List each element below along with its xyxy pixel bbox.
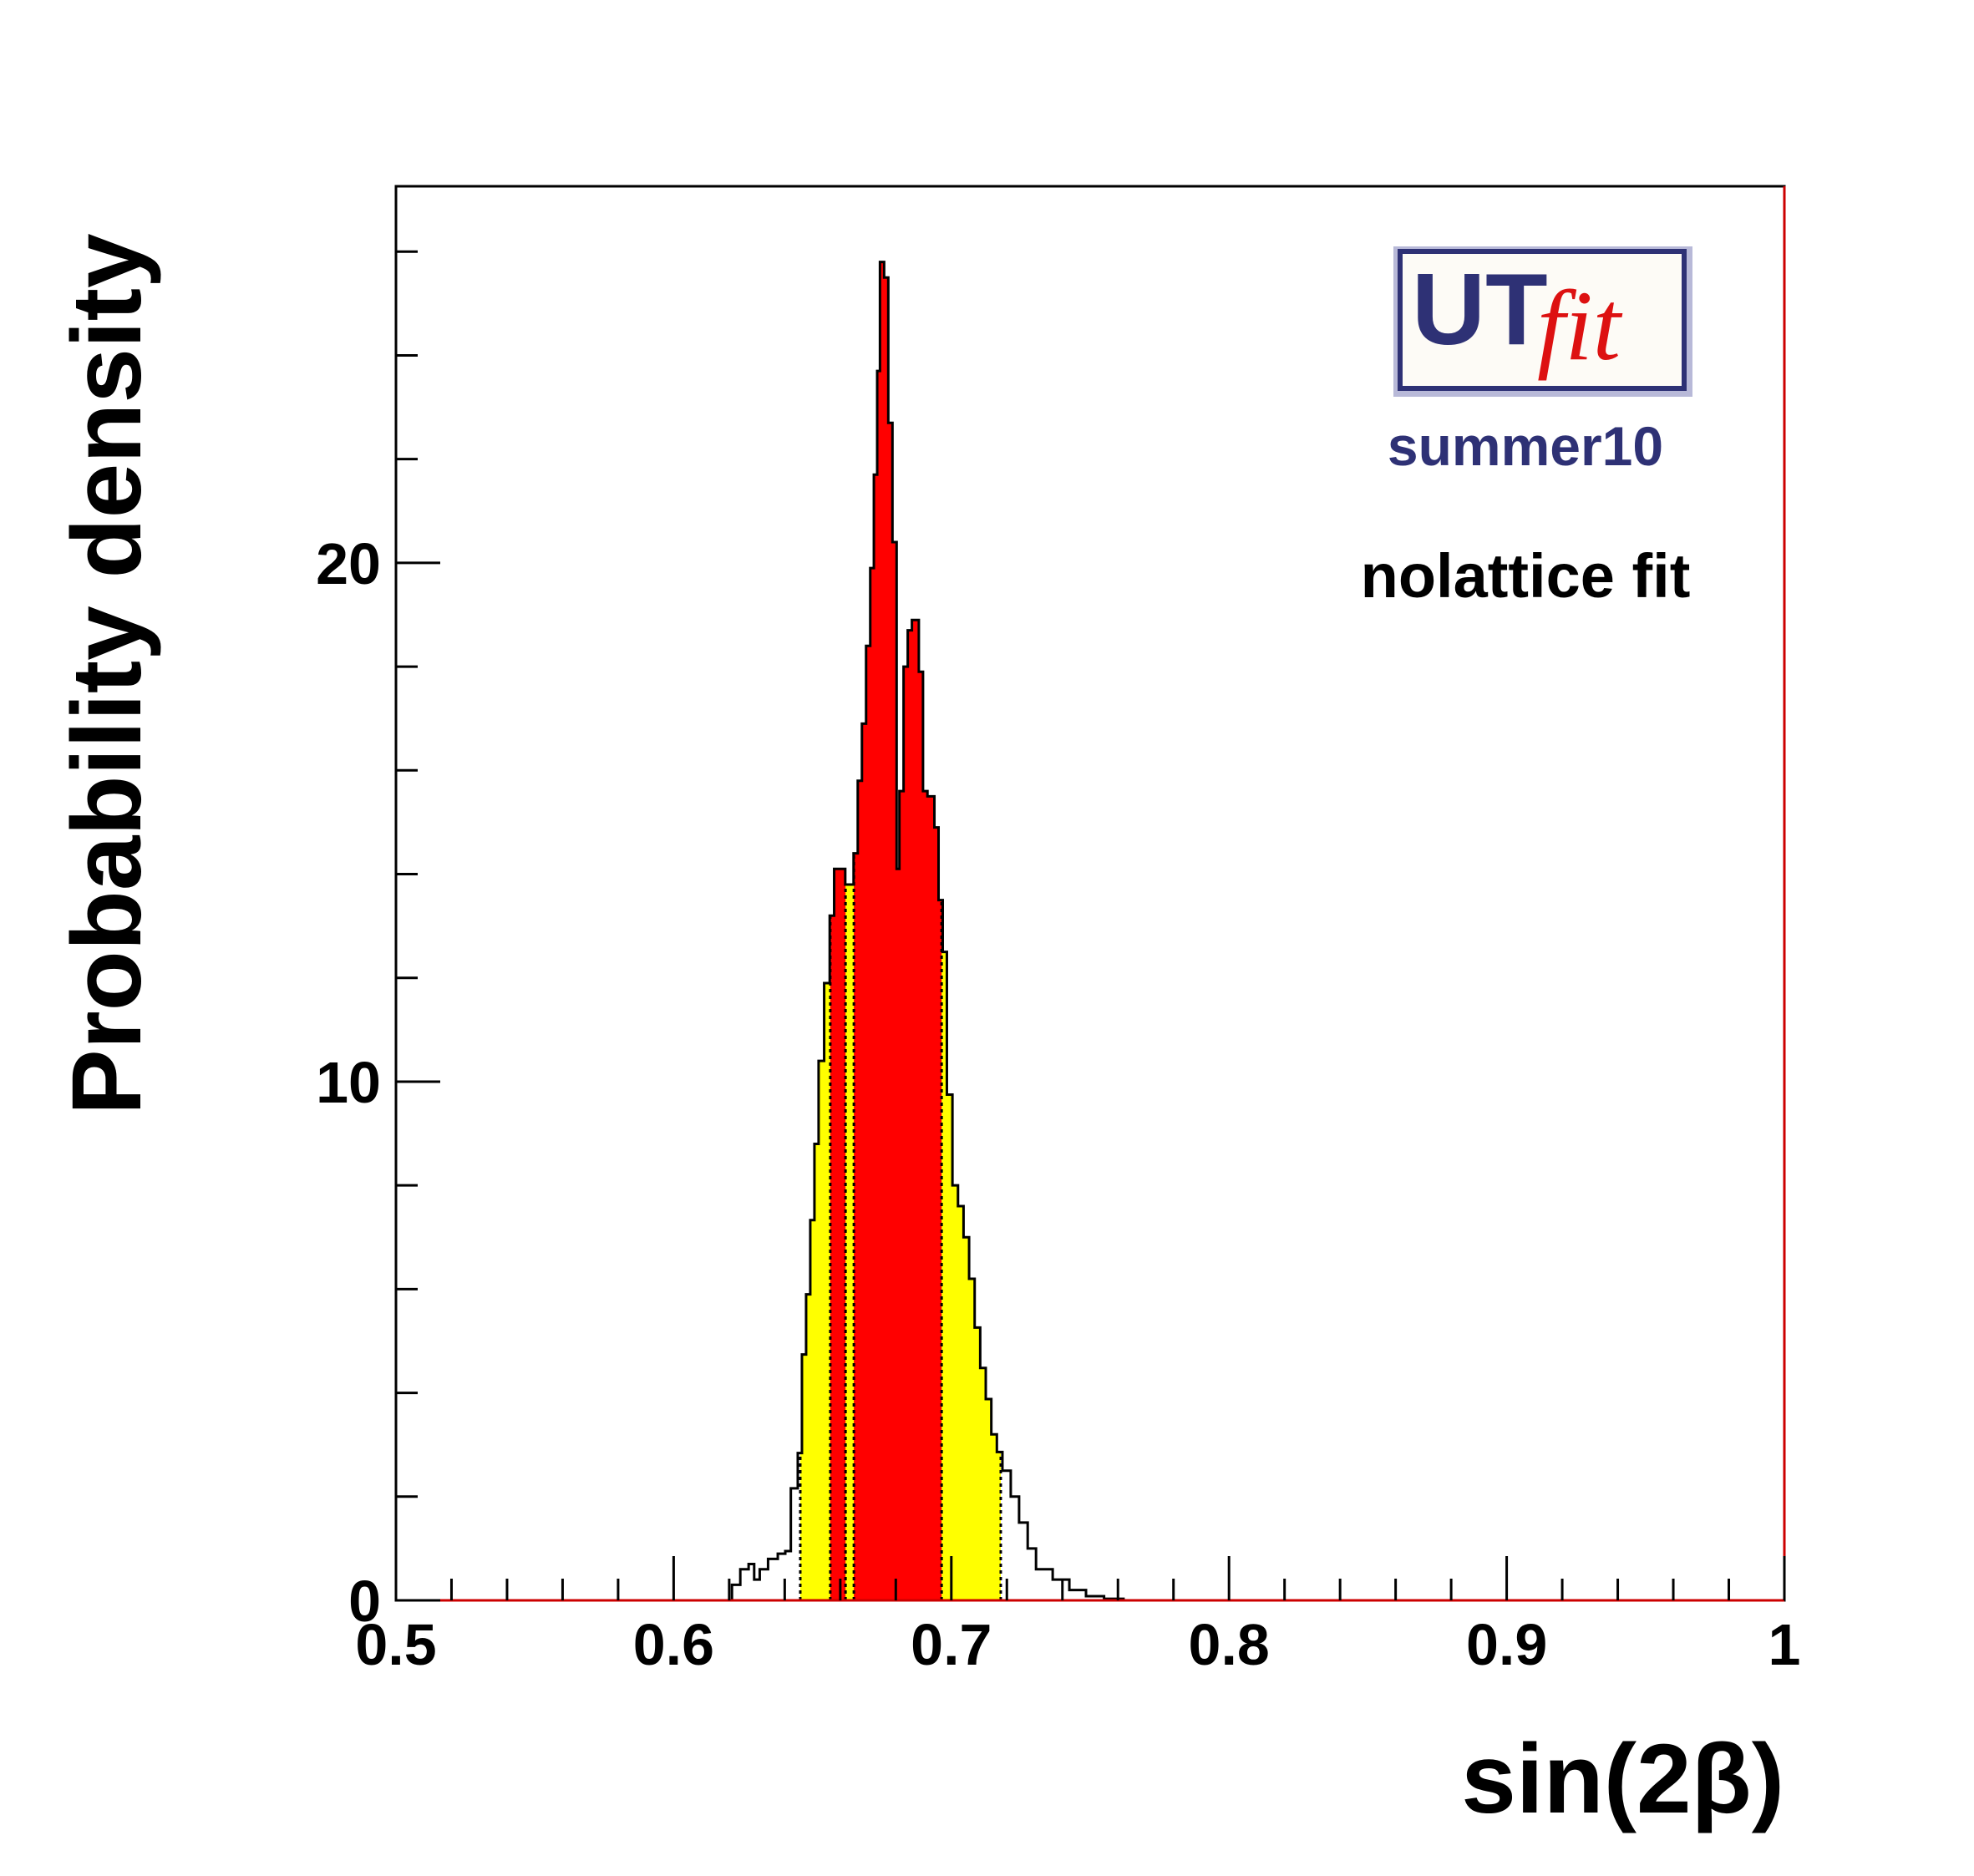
- utfit-logo: UT fit: [1393, 246, 1692, 397]
- x-tick-label: 0.8: [1189, 1612, 1270, 1677]
- x-tick-labels: 0.5 0.6 0.7 0.8 0.9 1: [355, 1612, 1800, 1677]
- y-tick-labels: 0 10 20: [316, 531, 381, 1634]
- x-tick-label: 0.6: [633, 1612, 714, 1677]
- y-axis-title: Probability density: [52, 233, 162, 1115]
- x-tick-label: 0.7: [911, 1612, 992, 1677]
- x-tick-label: 0.9: [1466, 1612, 1547, 1677]
- svg-text:UT: UT: [1412, 252, 1548, 366]
- probability-regions: [799, 261, 1001, 1600]
- x-tick-label: 1: [1768, 1612, 1801, 1677]
- x-axis-title: sin(2β): [1461, 1724, 1784, 1834]
- fit-label: nolattice fit: [1361, 541, 1691, 611]
- y-tick-label: 0: [348, 1569, 381, 1634]
- x-tick-label: 0.5: [355, 1612, 436, 1677]
- svg-text:fit: fit: [1537, 270, 1623, 381]
- y-tick-label: 10: [316, 1050, 381, 1115]
- plot-frame: [394, 185, 1786, 1602]
- version-label: summer10: [1388, 415, 1663, 477]
- y-tick-label: 20: [316, 531, 381, 596]
- region-fill: [854, 261, 942, 1600]
- axis-ticks: [394, 250, 1786, 1602]
- region-fill: [830, 869, 846, 1600]
- region-boundaries: [799, 853, 1002, 1600]
